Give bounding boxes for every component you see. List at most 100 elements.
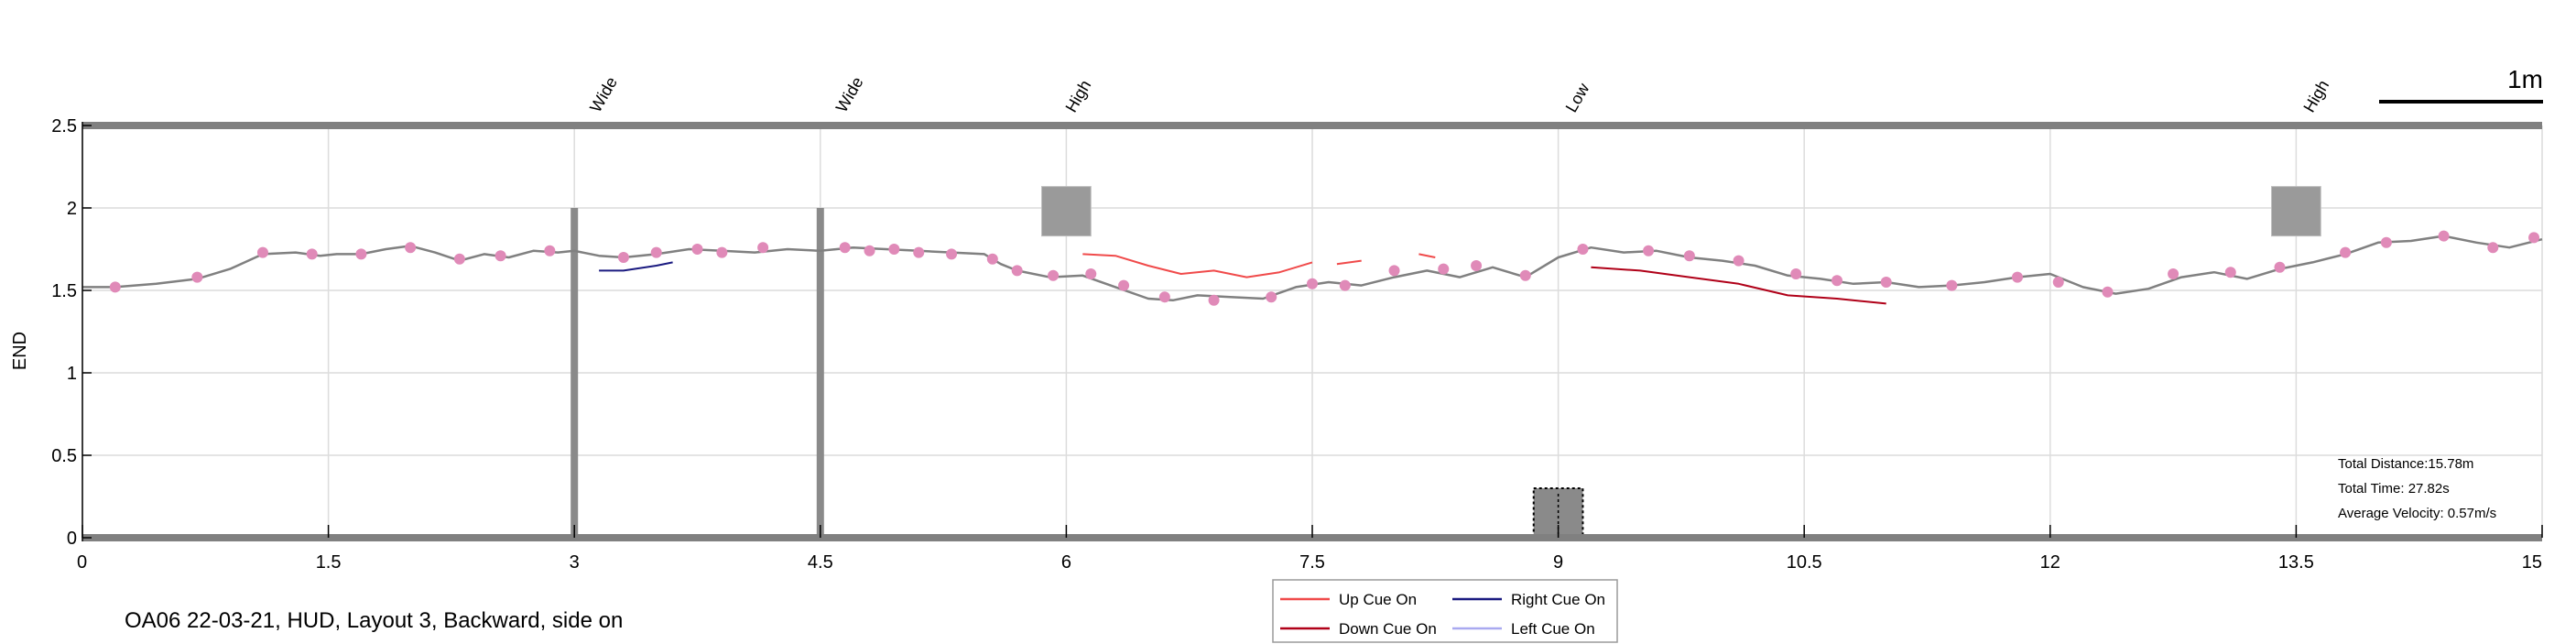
- marker-point-34: [1643, 245, 1655, 257]
- legend-label-up: Up Cue On: [1339, 591, 1417, 608]
- obstacle-wide-1: [816, 208, 824, 538]
- x-tick-label-9: 13.5: [2278, 552, 2314, 573]
- marker-point-3: [306, 248, 318, 260]
- legend: Up Cue On Right Cue On Down Cue On Left …: [1272, 579, 1618, 643]
- obstacle-high-4: [2271, 186, 2321, 237]
- marker-point-5: [405, 242, 417, 254]
- obstacle-high-2: [1041, 186, 1092, 237]
- x-tick-label-4: 6: [1061, 552, 1071, 573]
- marker-point-25: [1208, 294, 1220, 306]
- marker-point-26: [1266, 291, 1277, 303]
- marker-point-19: [986, 253, 998, 265]
- obstacle-label-2: High: [1061, 77, 1094, 115]
- marker-point-50: [2487, 242, 2499, 254]
- marker-point-12: [716, 246, 728, 258]
- series-down-cue-5: [1591, 266, 1886, 305]
- stats-block: Total Distance:15.78m Total Time: 27.82s…: [2338, 456, 2496, 521]
- marker-point-13: [757, 242, 769, 254]
- marker-point-8: [544, 245, 556, 257]
- marker-point-20: [1011, 265, 1023, 277]
- marker-point-0: [109, 281, 121, 293]
- scale-bar-label: 1m: [2507, 65, 2543, 93]
- scale-bar: 1m: [2379, 65, 2543, 104]
- x-tick-label-1: 1.5: [316, 552, 342, 573]
- marker-point-4: [355, 248, 367, 260]
- marker-point-18: [946, 248, 958, 260]
- marker-point-6: [453, 253, 465, 265]
- legend-label-left: Left Cue On: [1511, 620, 1595, 638]
- legend-box: [1272, 579, 1618, 643]
- y-tick-label-3: 1.5: [51, 281, 77, 301]
- marker-point-14: [839, 242, 851, 254]
- trajectory-markers: [109, 230, 2540, 306]
- x-tick-label-2: 3: [570, 552, 580, 573]
- marker-point-7: [495, 250, 506, 262]
- series-up-cue-1: [1082, 253, 1313, 278]
- marker-point-44: [2168, 268, 2179, 279]
- series-up-cue-2: [1336, 259, 1362, 266]
- marker-point-23: [1118, 279, 1130, 291]
- marker-point-29: [1388, 265, 1400, 277]
- marker-point-40: [1946, 279, 1958, 291]
- obstacles: [571, 186, 2321, 539]
- marker-point-22: [1085, 268, 1097, 279]
- stat-total-time: Total Time: 27.82s: [2338, 481, 2450, 497]
- obstacle-labels: Wide Wide High Low High: [586, 73, 2332, 115]
- x-tick-label-7: 10.5: [1787, 552, 1822, 573]
- marker-point-48: [2380, 236, 2392, 248]
- marker-point-32: [1519, 269, 1531, 281]
- x-tick-label-5: 7.5: [1299, 552, 1325, 573]
- obstacle-label-0: Wide: [586, 73, 621, 115]
- marker-point-45: [2224, 267, 2236, 278]
- marker-point-21: [1048, 269, 1060, 281]
- grid: [82, 125, 2543, 539]
- marker-point-31: [1471, 260, 1483, 271]
- marker-point-49: [2438, 230, 2450, 242]
- marker-point-1: [191, 271, 203, 283]
- y-axis-label: END: [10, 332, 30, 370]
- y-tick-label-4: 2: [67, 199, 77, 219]
- series-right-cue-4: [599, 261, 673, 272]
- marker-point-47: [2340, 246, 2352, 258]
- marker-point-38: [1831, 275, 1843, 287]
- stat-average-velocity: Average Velocity: 0.57m/s: [2338, 506, 2496, 521]
- marker-point-30: [1438, 263, 1450, 275]
- marker-point-51: [2528, 232, 2540, 244]
- marker-point-9: [617, 252, 629, 263]
- axes: 0 1.5 3 4.5 6 7.5 9 10.5 12 13.5 15 0 0.5 1 1.5 2 2.5: [51, 116, 2543, 573]
- marker-point-15: [864, 245, 875, 257]
- x-tick-label-8: 12: [2040, 552, 2060, 573]
- series-up-cue-3: [1418, 253, 1436, 258]
- legend-label-right: Right Cue On: [1511, 591, 1605, 608]
- obstacle-label-1: Wide: [832, 73, 867, 115]
- y-tick-label-1: 0.5: [51, 446, 77, 466]
- marker-point-16: [888, 244, 900, 255]
- marker-point-11: [691, 244, 703, 255]
- obstacle-label-3: Low: [1562, 80, 1593, 115]
- y-tick-label-0: 0: [67, 529, 77, 549]
- obstacle-wide-0: [571, 208, 579, 538]
- marker-point-33: [1577, 244, 1589, 255]
- marker-point-28: [1339, 279, 1351, 291]
- y-tick-label-2: 1: [67, 364, 77, 384]
- x-tick-label-3: 4.5: [808, 552, 833, 573]
- marker-point-17: [913, 246, 925, 258]
- y-tick-label-5: 2.5: [51, 116, 77, 136]
- marker-point-24: [1158, 291, 1170, 303]
- marker-point-37: [1790, 268, 1802, 279]
- legend-label-down: Down Cue On: [1339, 620, 1437, 638]
- marker-point-27: [1307, 278, 1318, 289]
- obstacle-label-4: High: [2299, 77, 2332, 115]
- marker-point-41: [2011, 271, 2023, 283]
- marker-point-43: [2102, 286, 2114, 298]
- x-tick-label-6: 9: [1553, 552, 1563, 573]
- x-tick-label-0: 0: [77, 552, 87, 573]
- marker-point-42: [2052, 277, 2064, 288]
- marker-point-36: [1733, 255, 1745, 267]
- marker-point-10: [650, 246, 662, 258]
- marker-point-2: [256, 246, 268, 258]
- marker-point-46: [2274, 261, 2286, 273]
- marker-point-35: [1683, 250, 1695, 262]
- x-tick-label-10: 15: [2522, 552, 2542, 573]
